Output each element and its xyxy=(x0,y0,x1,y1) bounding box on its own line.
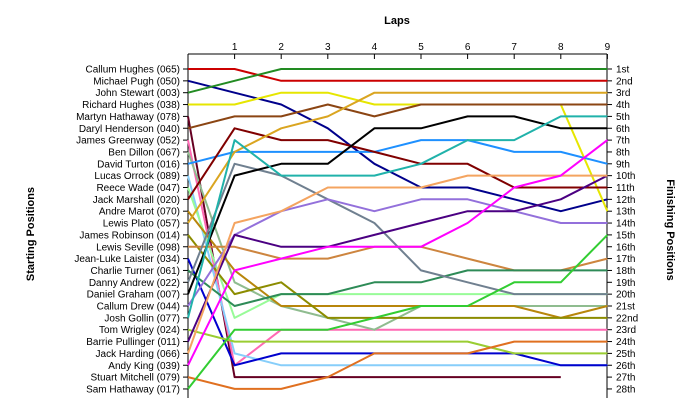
starting-position-label: Andre Marot (070) xyxy=(99,207,180,218)
driver-position-line xyxy=(187,174,608,343)
driver-position-line xyxy=(188,68,608,82)
x-tick-label: 7 xyxy=(511,42,517,53)
starting-position-label: Andy King (039) xyxy=(108,361,180,372)
starting-position-label: Lucas Orrock (089) xyxy=(94,171,180,182)
starting-position-label: Michael Pugh (050) xyxy=(93,76,180,87)
x-tick-label: 2 xyxy=(278,42,284,53)
starting-position-label: Lewis Plato (057) xyxy=(103,219,180,230)
finishing-position-label: 28th xyxy=(616,384,635,395)
finishing-position-label: 11th xyxy=(616,183,635,194)
finishing-position-label: 13th xyxy=(616,207,635,218)
x-tick-label: 3 xyxy=(325,42,331,53)
driver-position-line xyxy=(187,198,608,307)
finishing-position-label: 3rd xyxy=(616,88,630,99)
finishing-positions-title: Finishing Positions xyxy=(664,179,676,280)
x-axis-ticks: 1 2 3 4 5 6 7 8 9 xyxy=(232,42,611,59)
finishing-position-label: 20th xyxy=(616,290,635,301)
starting-position-label: Jack Harding (066) xyxy=(96,349,180,360)
starting-position-label: John Stewart (003) xyxy=(96,88,181,99)
starting-position-label: Stuart Mitchell (079) xyxy=(91,373,180,384)
finishing-position-label: 26th xyxy=(616,361,635,372)
finishing-position-label: 22nd xyxy=(616,313,638,324)
finishing-position-label: 17th xyxy=(616,254,635,265)
starting-position-label: Tom Wrigley (024) xyxy=(99,325,180,336)
driver-position-line xyxy=(187,115,608,319)
finishing-position-label: 19th xyxy=(616,278,635,289)
finishing-position-label: 10th xyxy=(616,171,635,182)
finishing-position-label: 21st xyxy=(616,302,635,313)
finishing-position-label: 18th xyxy=(616,266,635,277)
starting-positions-title: Starting Positions xyxy=(25,187,37,281)
driver-position-line xyxy=(187,68,608,94)
driver-position-line xyxy=(187,340,608,390)
finishing-position-label: 12th xyxy=(616,195,635,206)
starting-position-label: Richard Hughes (038) xyxy=(82,100,180,111)
driver-position-line xyxy=(187,139,609,366)
driver-position-line xyxy=(187,328,608,355)
driver-series-lines xyxy=(187,68,609,390)
driver-position-line xyxy=(187,103,608,130)
finishing-position-label: 27th xyxy=(616,373,635,384)
starting-position-label: Sam Hathaway (017) xyxy=(86,384,180,395)
finishing-position-label: 2nd xyxy=(616,76,633,87)
starting-position-label: James Robinson (014) xyxy=(79,230,180,241)
finishing-position-label: 6th xyxy=(616,124,630,135)
starting-position-label: Charlie Turner (061) xyxy=(91,266,180,277)
starting-position-label: Callum Hughes (065) xyxy=(86,65,181,76)
x-tick-label: 1 xyxy=(232,42,238,53)
finishing-position-label: 24th xyxy=(616,337,635,348)
starting-position-label: Reece Wade (047) xyxy=(96,183,180,194)
driver-position-line xyxy=(187,234,608,319)
finishing-position-label: 25th xyxy=(616,349,635,360)
driver-position-line xyxy=(187,234,609,390)
starting-position-label: Daryl Henderson (040) xyxy=(79,124,180,135)
finishing-position-labels: 1st2nd3rd4th5th6th7th8th9th10th11th12th1… xyxy=(607,65,638,395)
driver-position-line xyxy=(187,91,608,224)
driver-position-line xyxy=(187,269,608,307)
starting-position-label: Jack Marshall (020) xyxy=(93,195,180,206)
starting-position-label: Josh Gollin (077) xyxy=(104,313,180,324)
starting-position-label: Danny Andrew (022) xyxy=(89,278,180,289)
driver-position-line xyxy=(187,115,608,295)
finishing-position-label: 23rd xyxy=(616,325,636,336)
x-tick-label: 4 xyxy=(372,42,378,53)
driver-position-line xyxy=(187,151,608,331)
finishing-position-label: 1st xyxy=(616,65,630,76)
driver-position-line xyxy=(187,174,608,354)
x-axis-title: Laps xyxy=(384,15,410,27)
finishing-position-label: 4th xyxy=(616,100,630,111)
starting-position-label: Daniel Graham (007) xyxy=(87,290,180,301)
finishing-position-label: 15th xyxy=(616,230,635,241)
finishing-position-label: 8th xyxy=(616,147,630,158)
finishing-position-label: 9th xyxy=(616,159,630,170)
starting-position-label: Lewis Seville (098) xyxy=(96,242,180,253)
starting-position-label: James Greenway (052) xyxy=(76,136,180,147)
driver-position-line xyxy=(187,127,608,200)
starting-position-label: Martyn Hathaway (078) xyxy=(76,112,180,123)
x-tick-label: 8 xyxy=(558,42,564,53)
finishing-position-label: 14th xyxy=(616,219,635,230)
finishing-position-label: 7th xyxy=(616,136,630,147)
driver-position-line xyxy=(187,116,561,379)
starting-position-label: Ben Dillon (067) xyxy=(108,147,180,158)
driver-position-line xyxy=(187,139,608,165)
starting-position-label: Callum Drew (044) xyxy=(97,302,180,313)
finishing-position-label: 5th xyxy=(616,112,630,123)
x-tick-label: 6 xyxy=(465,42,471,53)
x-tick-label: 5 xyxy=(418,42,424,53)
starting-position-label: Barrie Pullinger (011) xyxy=(86,337,180,348)
starting-position-labels: Callum Hughes (065)Michael Pugh (050)Joh… xyxy=(74,65,188,395)
finishing-position-label: 16th xyxy=(616,242,635,253)
driver-position-line xyxy=(187,139,608,367)
starting-position-label: Jean-Luke Laister (034) xyxy=(74,254,180,265)
starting-position-label: David Turton (016) xyxy=(97,159,180,170)
x-tick-label: 9 xyxy=(605,42,611,53)
